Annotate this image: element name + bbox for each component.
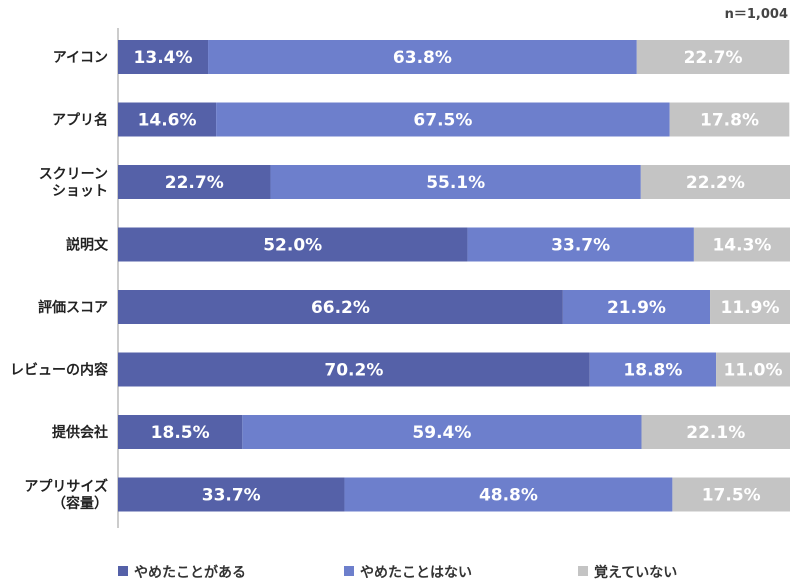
data-label: 22.2% <box>686 173 745 193</box>
sample-size-note: n＝1,004 <box>725 7 788 22</box>
data-label: 14.3% <box>712 236 771 256</box>
bar-segment <box>693 227 790 262</box>
data-label: 33.7% <box>202 486 261 506</box>
data-label: 66.2% <box>311 298 370 318</box>
category-label: アイコン <box>53 50 108 66</box>
data-label: 52.0% <box>263 236 322 256</box>
data-label: 22.7% <box>684 48 743 68</box>
data-label: 55.1% <box>426 173 485 193</box>
bar-segment <box>118 102 217 137</box>
bar-segment <box>672 477 790 512</box>
data-label: 63.8% <box>393 48 452 68</box>
category-label-line: アイコン <box>53 50 108 66</box>
bar-segment <box>118 290 563 324</box>
data-label: 11.9% <box>721 298 780 318</box>
data-label: 59.4% <box>412 423 471 443</box>
data-label: 17.5% <box>702 486 761 506</box>
bar-segment <box>562 290 711 324</box>
bar-segment <box>118 352 590 387</box>
bar-segment <box>242 415 642 449</box>
data-label: 22.7% <box>165 173 224 193</box>
bar-segment <box>467 227 694 262</box>
data-label: 18.5% <box>151 423 210 443</box>
bar-segment <box>118 165 271 199</box>
category-label: アプリ名 <box>52 112 108 129</box>
category-label-line: レビューの内容 <box>10 362 108 379</box>
data-label: 67.5% <box>413 111 472 131</box>
bar-segment <box>640 165 790 199</box>
category-label-line: アプリサイズ <box>24 478 108 495</box>
bar-segment <box>118 40 209 74</box>
data-label: 17.8% <box>700 111 759 131</box>
legend-label: やめたことはない <box>360 565 472 581</box>
category-label-line: （容量） <box>52 495 108 512</box>
legend-swatch <box>578 566 588 576</box>
legend-label: 覚えていない <box>594 564 677 581</box>
bar-segment <box>270 165 641 199</box>
bar-segment <box>589 352 717 387</box>
bar-segment <box>636 40 790 74</box>
category-label-line: 説明文 <box>66 237 109 254</box>
bar-segment <box>216 102 670 137</box>
legend-swatch <box>344 566 354 576</box>
data-label: 11.0% <box>724 361 783 381</box>
legend-swatch <box>118 566 128 576</box>
category-label: 提供会社 <box>52 424 108 441</box>
category-labels-group: アイコンアプリ名スクリーンショット説明文評価スコアレビューの内容提供会社アプリサ… <box>10 50 109 512</box>
data-label: 14.6% <box>138 111 197 131</box>
bar-segment <box>118 415 243 449</box>
category-label: スクリーンショット <box>39 167 108 200</box>
category-label: 評価スコア <box>38 299 108 316</box>
category-label-line: スクリーン <box>39 167 108 183</box>
category-label-line: ショット <box>52 184 108 200</box>
bars-group: 13.4% 63.8% 22.7% 14.6% 67.5% 17.8% 22.7% 55.1%… <box>118 40 790 512</box>
bar-segment <box>344 477 673 512</box>
bar-segment <box>641 415 790 449</box>
data-label: 13.4% <box>134 48 193 68</box>
bar-segment <box>669 102 790 137</box>
legend: やめたことがある やめたことはない 覚えていない <box>118 564 677 581</box>
category-label: レビューの内容 <box>10 362 108 379</box>
category-label: アプリサイズ（容量） <box>24 478 108 512</box>
data-label: 48.8% <box>479 486 538 506</box>
data-label: 22.1% <box>686 423 745 443</box>
bar-segment <box>118 477 345 512</box>
data-label: 70.2% <box>324 361 383 381</box>
category-label-line: アプリ名 <box>52 112 108 129</box>
data-label: 18.8% <box>623 361 682 381</box>
category-label-line: 提供会社 <box>52 424 108 441</box>
bar-segment <box>118 227 468 262</box>
data-label: 21.9% <box>607 298 666 318</box>
bar-segment <box>710 290 790 324</box>
data-label: 33.7% <box>551 236 610 256</box>
category-label: 説明文 <box>66 237 109 254</box>
bar-segment <box>208 40 637 74</box>
category-label-line: 評価スコア <box>38 299 108 316</box>
legend-label: やめたことがある <box>134 564 246 581</box>
bar-segment <box>716 352 790 387</box>
